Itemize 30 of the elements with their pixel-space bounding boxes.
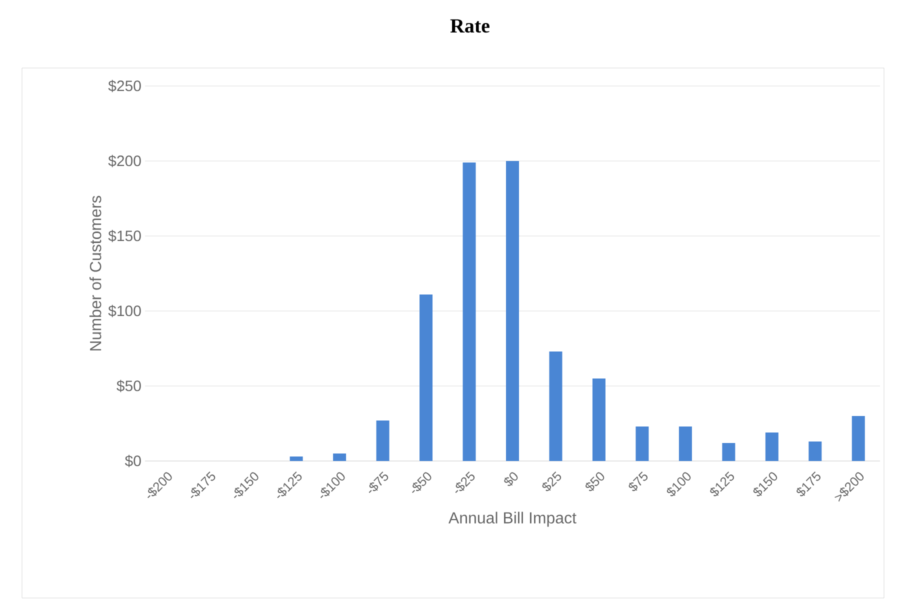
bar — [420, 294, 433, 461]
x-tick-label: $50 — [586, 472, 604, 492]
chart-title: Rate — [450, 19, 490, 33]
y-tick-label: $100 — [108, 304, 141, 318]
x-tick-label: -$25 — [455, 472, 475, 493]
bar — [290, 456, 303, 461]
bar — [462, 162, 476, 461]
y-tick-label: $250 — [108, 80, 141, 92]
x-tick-label: $25 — [542, 472, 562, 492]
bar — [592, 378, 606, 461]
bar — [333, 454, 346, 461]
bar — [852, 416, 865, 461]
bar — [549, 352, 562, 461]
y-tick-label: $50 — [116, 380, 141, 392]
x-tick-label: $0 — [504, 472, 518, 486]
bar — [765, 432, 778, 461]
bar — [678, 426, 692, 461]
y-tick-label: $200 — [108, 154, 141, 168]
x-tick-label: $75 — [628, 472, 648, 492]
y-axis-title: Number of Customers — [89, 196, 102, 350]
y-tick-label: $0 — [124, 454, 141, 468]
x-tick-label: -$75 — [368, 472, 388, 493]
x-tick-label: -$50 — [412, 472, 432, 493]
bar — [808, 442, 822, 461]
bar — [376, 420, 390, 461]
x-axis-title: Annual Bill Impact — [448, 512, 576, 527]
bar — [722, 443, 736, 461]
y-tick-label: $150 — [108, 230, 141, 242]
bar — [506, 161, 520, 461]
bar — [636, 426, 649, 461]
